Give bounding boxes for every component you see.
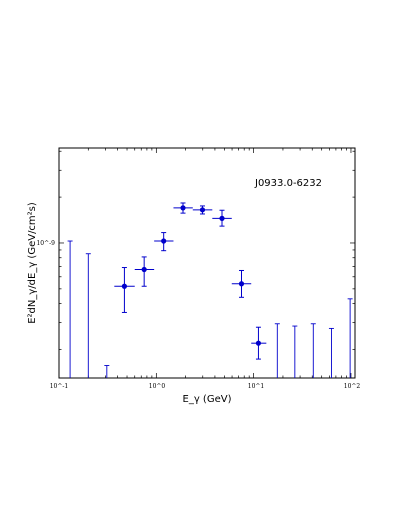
axis-tick-labels: 10^-1 10^0 10^1 10^2 10^-9 bbox=[36, 240, 360, 390]
axis-ticks bbox=[58, 148, 355, 378]
y-tick-label-0: 10^-9 bbox=[36, 240, 55, 247]
point-marker bbox=[219, 215, 225, 221]
x-tick-label-0: 10^-1 bbox=[50, 383, 69, 390]
point-marker bbox=[161, 238, 167, 244]
point-marker bbox=[121, 283, 128, 289]
upper-limits bbox=[67, 240, 353, 378]
upper-limit-2 bbox=[104, 365, 110, 378]
upper-limit-7 bbox=[347, 298, 353, 378]
x-tick-label-1: 10^0 bbox=[149, 383, 166, 390]
y-axis-label: E²dN_γ/dE_γ (GeV/cm²s) bbox=[27, 202, 38, 324]
data-points bbox=[114, 202, 267, 360]
source-annotation: J0933.0-6232 bbox=[254, 178, 322, 189]
upper-limit-5 bbox=[310, 323, 316, 378]
data-point-4 bbox=[192, 205, 213, 215]
data-point-7 bbox=[251, 326, 267, 360]
data-point-2 bbox=[154, 232, 174, 252]
data-point-6 bbox=[231, 269, 252, 298]
data-point-0 bbox=[114, 267, 135, 313]
data-point-5 bbox=[212, 209, 232, 227]
upper-limit-1 bbox=[85, 253, 91, 378]
x-tick-label-3: 10^2 bbox=[344, 383, 361, 390]
point-marker bbox=[199, 207, 206, 213]
upper-limit-4 bbox=[292, 325, 298, 378]
plot-frame bbox=[58, 147, 356, 379]
x-tick-label-2: 10^1 bbox=[248, 383, 264, 390]
point-marker bbox=[180, 205, 186, 211]
data-point-3 bbox=[173, 202, 193, 214]
point-marker bbox=[255, 340, 262, 346]
point-marker bbox=[141, 266, 147, 273]
x-axis-label: E_γ (GeV) bbox=[183, 394, 232, 405]
upper-limit-6 bbox=[328, 327, 334, 378]
data-point-1 bbox=[134, 256, 155, 287]
upper-limit-0 bbox=[67, 240, 73, 378]
point-marker bbox=[238, 281, 245, 287]
upper-limit-3 bbox=[274, 323, 280, 378]
